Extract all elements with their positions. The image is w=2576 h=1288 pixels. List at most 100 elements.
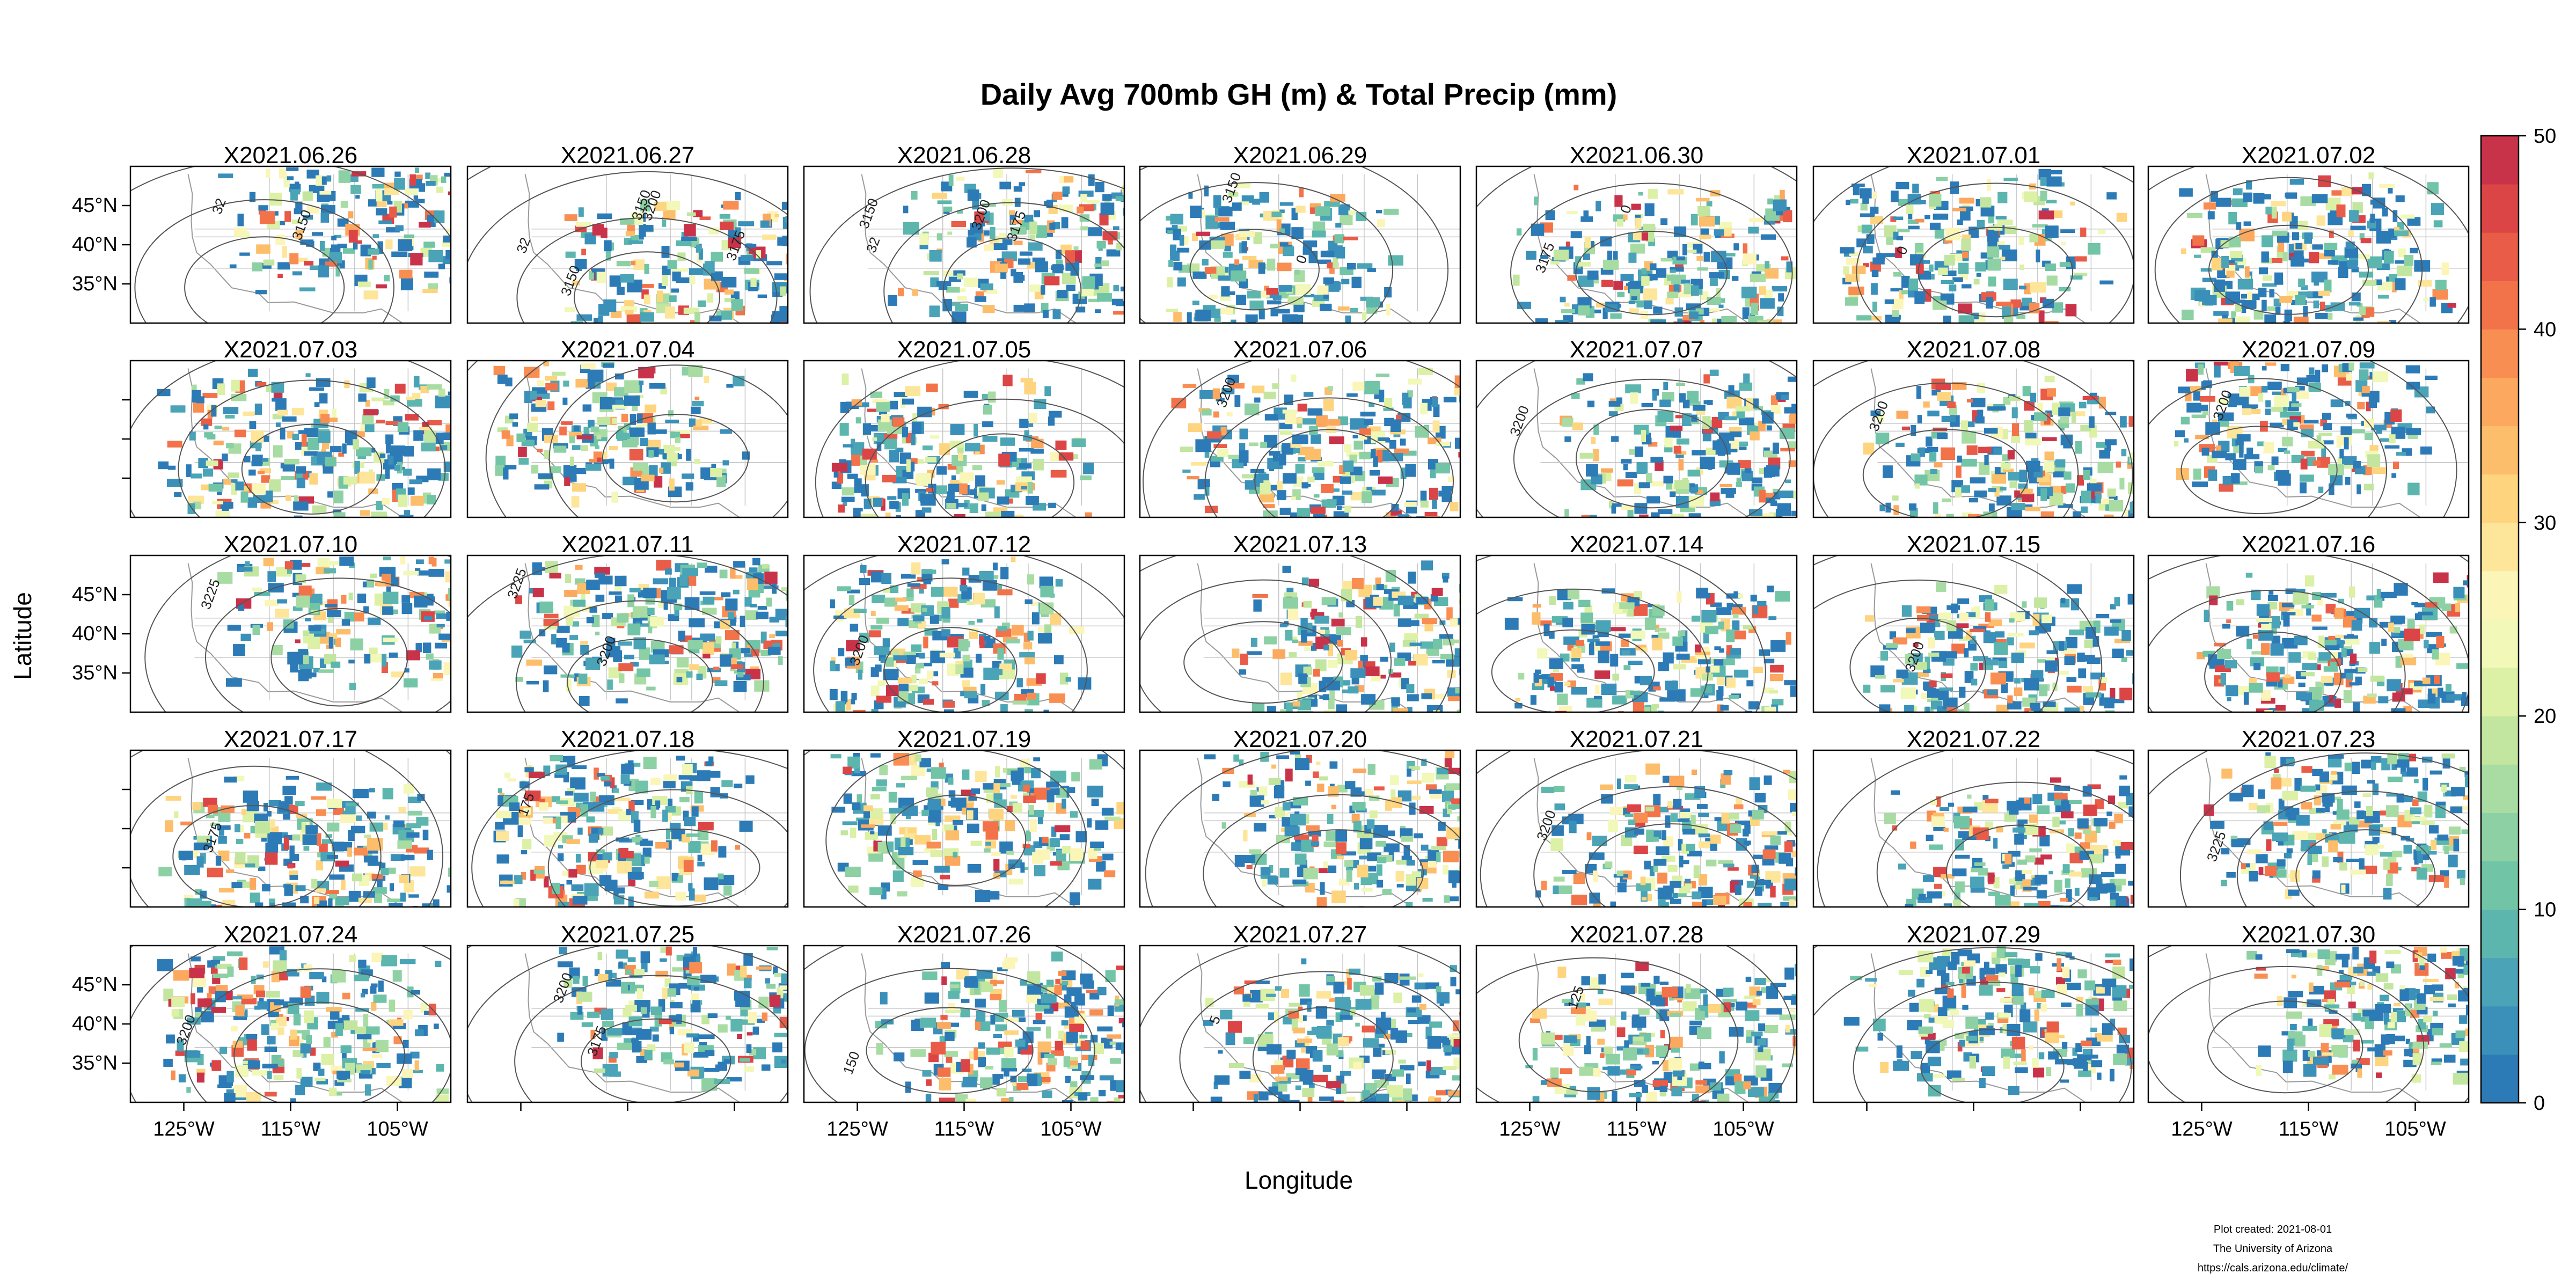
precip-cell <box>669 478 675 491</box>
precip-cell <box>980 684 986 695</box>
precip-cell <box>2446 694 2463 701</box>
precip-cell <box>428 250 443 262</box>
precip-cell <box>2384 445 2400 449</box>
precip-cell <box>1646 496 1660 504</box>
precip-cell <box>1946 514 1954 517</box>
precip-cell <box>170 405 186 413</box>
precip-cell <box>1337 505 1342 510</box>
precip-cell <box>2344 247 2359 258</box>
precip-cell <box>1338 612 1343 618</box>
precip-cell <box>1023 435 1033 441</box>
precip-cell <box>2003 178 2018 181</box>
precip-cell <box>614 575 627 587</box>
precip-cell <box>368 617 381 625</box>
precip-cell <box>226 443 234 449</box>
precip-cell <box>1310 507 1326 514</box>
precip-cell <box>2001 683 2008 693</box>
precip-cell <box>414 847 429 854</box>
precip-cell <box>372 255 377 260</box>
precip-cell <box>2315 312 2328 319</box>
precip-cell <box>1707 457 1713 470</box>
precip-cell <box>2298 291 2313 298</box>
precip-cell <box>404 880 414 892</box>
precip-cell <box>997 648 1004 660</box>
precip-cell <box>328 617 333 623</box>
precip-cell <box>2348 362 2354 371</box>
precip-cell <box>1746 680 1754 686</box>
precip-cell <box>271 382 284 393</box>
precip-cell <box>1113 311 1124 315</box>
precip-cell <box>414 595 428 608</box>
precip-cell <box>1670 267 1684 272</box>
precip-cell <box>2435 653 2450 665</box>
precip-cell <box>1270 308 1278 317</box>
precip-cell <box>1350 308 1358 312</box>
precip-cell <box>932 193 947 199</box>
precip-cell <box>1580 612 1593 623</box>
precip-cell <box>413 430 424 441</box>
precip-cell <box>1961 238 1971 251</box>
precip-cell <box>1254 397 1261 403</box>
precip-cell <box>2054 517 2066 526</box>
y-tick-label: 45°N <box>72 194 118 217</box>
precip-cell <box>929 250 942 262</box>
precip-cell <box>2379 621 2392 628</box>
precip-cell <box>1870 316 1882 321</box>
precip-cell <box>1937 706 1953 712</box>
precip-cell <box>2243 192 2252 202</box>
precip-cell <box>1633 701 1644 712</box>
precip-cell <box>493 365 506 375</box>
precip-cell <box>302 191 313 201</box>
precip-cell <box>853 609 867 613</box>
precip-cell <box>318 601 331 606</box>
panel-label: X2021.07.06 <box>1233 336 1367 363</box>
precip-cell <box>1328 699 1335 709</box>
height-contour <box>467 171 788 264</box>
height-contour <box>2148 361 2457 517</box>
precip-cell <box>2046 200 2057 203</box>
precip-cell <box>206 460 218 466</box>
coastline <box>861 174 1077 323</box>
precip-cell <box>1678 631 1686 636</box>
precip-cell <box>544 665 558 675</box>
precip-cell <box>2306 375 2319 383</box>
precip-cell <box>333 512 346 517</box>
precip-cell <box>1966 612 1976 618</box>
precip-cell <box>1535 318 1548 323</box>
precip-cell <box>2044 413 2051 425</box>
precip-cell <box>1703 429 1714 434</box>
precip-cell <box>424 430 436 443</box>
precip-cell <box>2304 575 2315 587</box>
precip-cell <box>1221 388 1235 394</box>
precip-cell <box>611 492 618 503</box>
precip-cell <box>1232 202 1242 211</box>
precip-cell <box>2224 281 2233 289</box>
precip-cell <box>1952 208 1966 211</box>
precip-cell <box>2407 434 2418 439</box>
precip-cell <box>1996 705 2009 712</box>
precip-cell <box>1714 229 1724 236</box>
precip-cell <box>1743 625 1753 630</box>
height-contour <box>1254 429 1404 517</box>
precip-cell <box>2193 469 2201 480</box>
precip-cell <box>1733 591 1738 598</box>
precip-cell <box>257 471 265 474</box>
precip-cell <box>370 448 376 453</box>
precip-cell <box>2295 385 2305 391</box>
precip-cell <box>203 424 209 430</box>
precip-cell <box>2079 705 2084 711</box>
precip-cell <box>2389 320 2397 323</box>
precip-cell <box>1695 308 1704 315</box>
precip-cell <box>586 580 600 590</box>
precip-cell <box>646 686 656 691</box>
precip-cell <box>403 784 414 794</box>
precip-cell <box>308 437 319 451</box>
precip-cell <box>202 393 218 398</box>
precip-cell <box>1966 399 1973 402</box>
precip-cell <box>290 189 301 195</box>
precip-cell <box>731 299 743 311</box>
precip-cell <box>269 899 275 907</box>
precip-cell <box>2335 634 2344 638</box>
precip-cell <box>1993 642 2008 655</box>
